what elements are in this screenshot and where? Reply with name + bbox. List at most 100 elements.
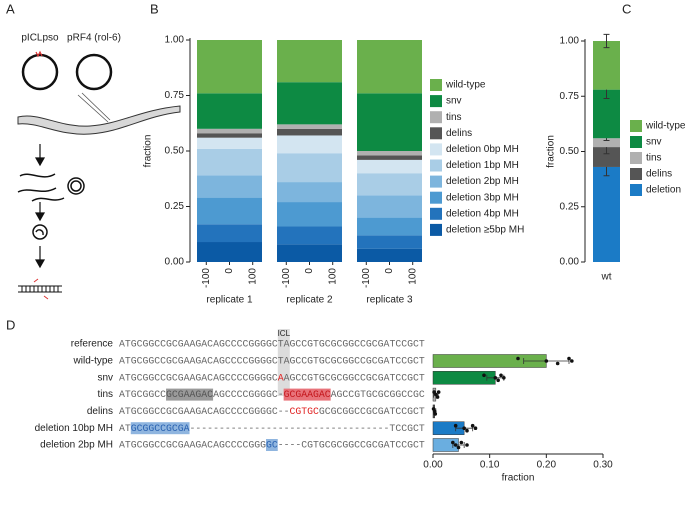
data-point: [567, 356, 571, 361]
sequence: ATGCGGCCGCGAAGACAGCCCCGGGGC: [119, 372, 278, 383]
bar-segment: [277, 82, 342, 125]
bar-segment: [197, 242, 262, 262]
y-tick-label: 1.00: [560, 36, 580, 47]
bar-segment: [197, 224, 262, 243]
x-tick-label: wt: [601, 272, 612, 283]
legend-swatch: [630, 184, 642, 196]
bar-segment: [277, 202, 342, 227]
x-tick-label: -100: [201, 268, 212, 288]
panel-label: D: [6, 317, 15, 332]
bar-segment: [593, 166, 620, 262]
sequence: CGTGC: [290, 406, 320, 417]
bar-segment: [197, 137, 262, 149]
legend-label: deletion 4bp MH: [446, 208, 519, 219]
legend-swatch: [430, 143, 442, 156]
row-label: deletion 2bp MH: [40, 440, 113, 451]
y-tick-label: 0.75: [560, 91, 580, 102]
data-point: [470, 423, 475, 428]
legend-label: deletion 1bp MH: [446, 160, 519, 171]
legend-swatch: [430, 175, 442, 188]
panel-label: A: [6, 1, 15, 16]
bar-segment: [357, 195, 422, 218]
legend-label: wild-type: [645, 121, 685, 132]
bar-segment: [593, 41, 620, 90]
data-point: [433, 412, 438, 416]
row-label: snv: [97, 372, 113, 383]
legend-label: tins: [446, 112, 462, 123]
sequence: GCGAAGAC: [284, 389, 331, 400]
legend-swatch: [430, 207, 442, 220]
bar-segment: [197, 93, 262, 129]
bar-segment: [277, 153, 342, 183]
legend-swatch: [630, 136, 642, 148]
bar-segment: [197, 133, 262, 138]
icl-band: [277, 329, 290, 396]
x-axis-label: fraction: [502, 473, 535, 484]
sequence: ATGCGGCCGCGAAGACAGCCCCGGG: [119, 440, 266, 451]
icl-marker: [35, 50, 43, 58]
x-tick-label: -100: [281, 268, 292, 288]
bar-segment: [593, 147, 620, 167]
row-label: deletion 10bp MH: [35, 423, 113, 434]
sequence: A: [278, 372, 284, 383]
data-point: [453, 423, 458, 428]
highlight: [130, 422, 190, 435]
legend-label: snv: [446, 96, 462, 107]
y-tick-label: 1.00: [165, 35, 185, 46]
legend-swatch: [630, 168, 642, 180]
y-tick-label: 0.00: [560, 257, 580, 268]
legend-label: deletion 0bp MH: [446, 144, 519, 155]
bar-segment: [277, 128, 342, 136]
data-point: [459, 440, 464, 445]
y-tick-label: 0.50: [560, 146, 580, 157]
bar-segment: [197, 197, 262, 225]
sequence: ----CGTGCGCGGCCGCGATCCGCT: [278, 440, 425, 451]
data-point: [465, 428, 469, 433]
y-tick-label: 0.25: [560, 201, 580, 212]
bar-segment: [357, 40, 422, 94]
x-tick-label: replicate 3: [366, 295, 413, 306]
legend-swatch: [430, 191, 442, 204]
plasmid: [21, 53, 59, 91]
legend-label: delins: [446, 128, 472, 139]
arrows: [34, 144, 46, 269]
x-tick-label: 100: [327, 268, 338, 285]
x-tick-label: replicate 1: [206, 295, 253, 306]
legend-label: deletion 3bp MH: [446, 192, 519, 203]
bar-segment: [197, 40, 262, 94]
data-point: [435, 395, 440, 399]
needle: [81, 92, 111, 121]
bar-segment: [197, 128, 262, 134]
data-point: [570, 359, 574, 363]
sequence: AGCCGTGCGCGGCCGCGATCCGCT: [284, 372, 425, 383]
row-label: reference: [71, 339, 114, 350]
legend-swatch: [630, 152, 642, 164]
bar-segment: [357, 235, 422, 249]
bar-segment: [277, 135, 342, 154]
legend-label: tins: [646, 153, 662, 164]
bar-segment: [277, 226, 342, 245]
legend-label: deletion: [646, 185, 681, 196]
bar-segment: [357, 151, 422, 156]
sequence: GCGGCCGCGA: [131, 423, 190, 434]
data-point: [502, 376, 506, 380]
legend-swatch: [430, 79, 442, 91]
bar-segment: [357, 155, 422, 160]
data-point: [451, 440, 455, 445]
bar-segment: [593, 138, 620, 148]
legend-swatch: [430, 159, 442, 172]
annotation: ICL: [278, 329, 291, 338]
sequence: ----------------------------------TCCGCT: [190, 423, 425, 434]
bar-segment: [277, 124, 342, 129]
data-point: [453, 443, 458, 447]
bar-segment: [357, 159, 422, 174]
sequence: AT: [119, 423, 131, 434]
sequence: ATGCGGCCGCGAAGACAGCCCCGGGGC--: [119, 406, 290, 417]
data-point: [499, 373, 503, 378]
highlight: [266, 439, 278, 451]
x-tick-label: 0: [384, 268, 395, 274]
y-tick-label: 0.00: [165, 257, 185, 268]
y-tick-label: 0.50: [165, 146, 185, 157]
data-point: [516, 356, 520, 361]
